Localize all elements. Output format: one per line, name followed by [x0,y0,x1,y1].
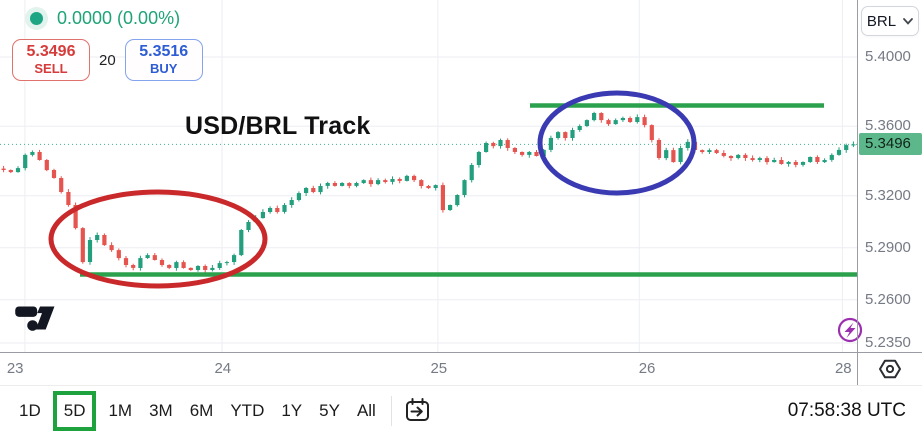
price-chart[interactable]: USD/BRL Track 0.0000 (0.00%) 5.3496 SELL… [0,0,863,352]
range-toolbar: 1D 5D 1M 3M 6M YTD 1Y 5Y All 07:58:38 UTC [0,385,922,435]
time-tick-label: 25 [430,360,448,377]
lightning-icon[interactable] [836,316,864,344]
range-button-all[interactable]: All [356,400,376,420]
range-button-6m[interactable]: 6M [189,400,214,420]
utc-clock: 07:58:38 UTC [787,399,906,421]
time-tick-label: 28 [834,360,852,377]
buy-price: 5.3516 [139,43,189,61]
range-button-1y[interactable]: 1Y [281,400,303,420]
range-button-5y[interactable]: 5Y [319,400,340,420]
buy-button[interactable]: 5.3516 BUY [124,39,203,81]
range-button-1m[interactable]: 1M [108,400,133,420]
price-tick-label: 5.2350 [865,333,911,351]
candlestick-chart[interactable] [0,0,857,352]
hexagon-eye-icon[interactable] [877,356,903,382]
buy-label: BUY [149,60,178,76]
time-tick-label: 23 [6,360,24,377]
sell-price: 5.3496 [26,43,76,61]
time-axis[interactable]: 23 24 25 26 28 [0,352,857,385]
currency-select-value: BRL [866,12,897,30]
spread-value: 20 [99,51,116,69]
range-group: 1D 5D 1M 3M 6M YTD 1Y 5Y All [12,390,383,431]
last-price-tag: 5.3496 [859,133,922,156]
quote-row: 0.0000 (0.00%) [30,8,180,29]
go-to-date-button[interactable] [404,397,431,424]
price-tick-label: 5.4000 [865,48,911,65]
price-tick-label: 5.2600 [865,290,911,308]
range-button-5d[interactable]: 5D [52,390,97,431]
price-axis[interactable]: 5.4000 5.3600 5.3200 5.2900 5.2600 5.2350 5.3… [857,0,922,385]
calendar-arrow-icon [405,398,429,421]
axis-corner [857,352,922,385]
toolbar-divider [390,395,392,426]
range-button-ytd[interactable]: YTD [230,400,265,420]
quote-change: 0.0000 (0.00%) [57,8,181,28]
order-panel: 5.3496 SELL 20 5.3516 BUY [12,39,203,81]
chart-title: USD/BRL Track [185,112,371,140]
price-tick-label: 5.3200 [865,186,911,204]
range-button-1d[interactable]: 1D [19,400,41,420]
status-dot-icon [30,12,43,25]
sell-label: SELL [34,60,68,76]
time-tick-label: 24 [214,360,232,377]
currency-select[interactable]: BRL [861,6,919,36]
tradingview-logo[interactable] [15,303,57,333]
sell-button[interactable]: 5.3496 SELL [12,39,90,81]
price-tick-label: 5.3600 [865,117,911,135]
time-tick-label: 26 [638,360,656,377]
range-button-3m[interactable]: 3M [149,400,173,420]
price-tick-label: 5.2900 [865,238,911,256]
chevron-down-icon [903,17,913,25]
